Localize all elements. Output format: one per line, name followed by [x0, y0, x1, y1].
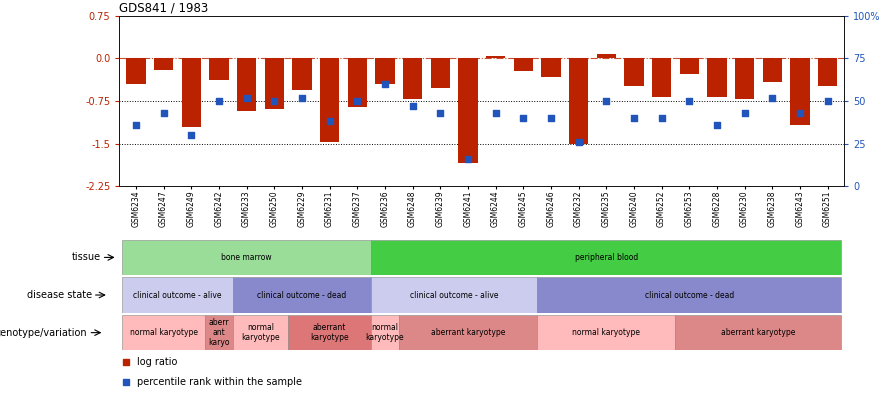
Text: aberrant karyotype: aberrant karyotype: [431, 328, 505, 337]
Point: [267, 98, 281, 104]
Text: aberr
ant
karyo: aberr ant karyo: [209, 318, 230, 347]
Bar: [293, 58, 312, 89]
Bar: [403, 58, 423, 99]
Point: [654, 115, 668, 121]
Point: [377, 81, 392, 87]
Text: normal
karyotype: normal karyotype: [241, 323, 279, 342]
Text: clinical outcome - dead: clinical outcome - dead: [257, 291, 347, 299]
Point: [323, 118, 337, 125]
Bar: [707, 58, 727, 97]
Bar: [790, 58, 810, 126]
Bar: [320, 58, 339, 143]
Bar: [122, 277, 232, 313]
Text: tissue: tissue: [72, 252, 101, 263]
Text: clinical outcome - alive: clinical outcome - alive: [410, 291, 499, 299]
Bar: [237, 58, 256, 110]
Bar: [541, 58, 560, 76]
Text: percentile rank within the sample: percentile rank within the sample: [137, 377, 302, 387]
Bar: [763, 58, 782, 82]
Point: [682, 98, 697, 104]
Bar: [264, 58, 284, 109]
Point: [737, 110, 751, 116]
Text: genotype/variation: genotype/variation: [0, 327, 88, 338]
Bar: [122, 240, 371, 275]
Point: [433, 110, 447, 116]
Bar: [458, 58, 477, 164]
Text: log ratio: log ratio: [137, 357, 178, 367]
Bar: [210, 58, 229, 80]
Bar: [818, 58, 837, 86]
Point: [544, 115, 558, 121]
Bar: [371, 315, 399, 350]
Point: [212, 98, 226, 104]
Bar: [126, 58, 146, 84]
Text: aberrant karyotype: aberrant karyotype: [721, 328, 796, 337]
Bar: [735, 58, 754, 99]
Text: GDS841 / 1983: GDS841 / 1983: [119, 2, 209, 15]
Text: aberrant
karyotype: aberrant karyotype: [310, 323, 349, 342]
Point: [489, 110, 503, 116]
Text: normal karyotype: normal karyotype: [130, 328, 198, 337]
Text: clinical outcome - dead: clinical outcome - dead: [644, 291, 734, 299]
Point: [461, 156, 475, 162]
Point: [240, 94, 254, 101]
Text: normal karyotype: normal karyotype: [572, 328, 640, 337]
Bar: [652, 58, 671, 97]
Text: clinical outcome - alive: clinical outcome - alive: [133, 291, 222, 299]
Point: [184, 132, 198, 138]
Bar: [347, 58, 367, 107]
Point: [516, 115, 530, 121]
Bar: [399, 315, 537, 350]
Point: [406, 103, 420, 109]
Point: [295, 94, 309, 101]
Bar: [232, 277, 371, 313]
Bar: [624, 58, 644, 86]
Bar: [376, 58, 394, 84]
Text: peripheral blood: peripheral blood: [575, 253, 638, 262]
Text: disease state: disease state: [27, 290, 92, 300]
Point: [793, 110, 807, 116]
Text: bone marrow: bone marrow: [221, 253, 272, 262]
Bar: [569, 58, 588, 143]
Bar: [597, 54, 616, 58]
Bar: [537, 315, 675, 350]
Point: [350, 98, 364, 104]
Bar: [288, 315, 371, 350]
Bar: [675, 315, 842, 350]
Bar: [181, 58, 201, 126]
Bar: [371, 277, 537, 313]
Point: [572, 139, 586, 145]
Bar: [431, 58, 450, 88]
Bar: [486, 55, 506, 58]
Bar: [371, 240, 842, 275]
Bar: [680, 58, 699, 74]
Point: [766, 94, 780, 101]
Point: [156, 110, 171, 116]
Point: [710, 122, 724, 128]
Text: normal
karyotype: normal karyotype: [366, 323, 404, 342]
Bar: [232, 315, 288, 350]
Point: [599, 98, 613, 104]
Bar: [537, 277, 842, 313]
Bar: [205, 315, 232, 350]
Bar: [514, 58, 533, 71]
Bar: [122, 315, 205, 350]
Bar: [154, 58, 173, 70]
Point: [627, 115, 641, 121]
Point: [129, 122, 143, 128]
Point: [820, 98, 834, 104]
